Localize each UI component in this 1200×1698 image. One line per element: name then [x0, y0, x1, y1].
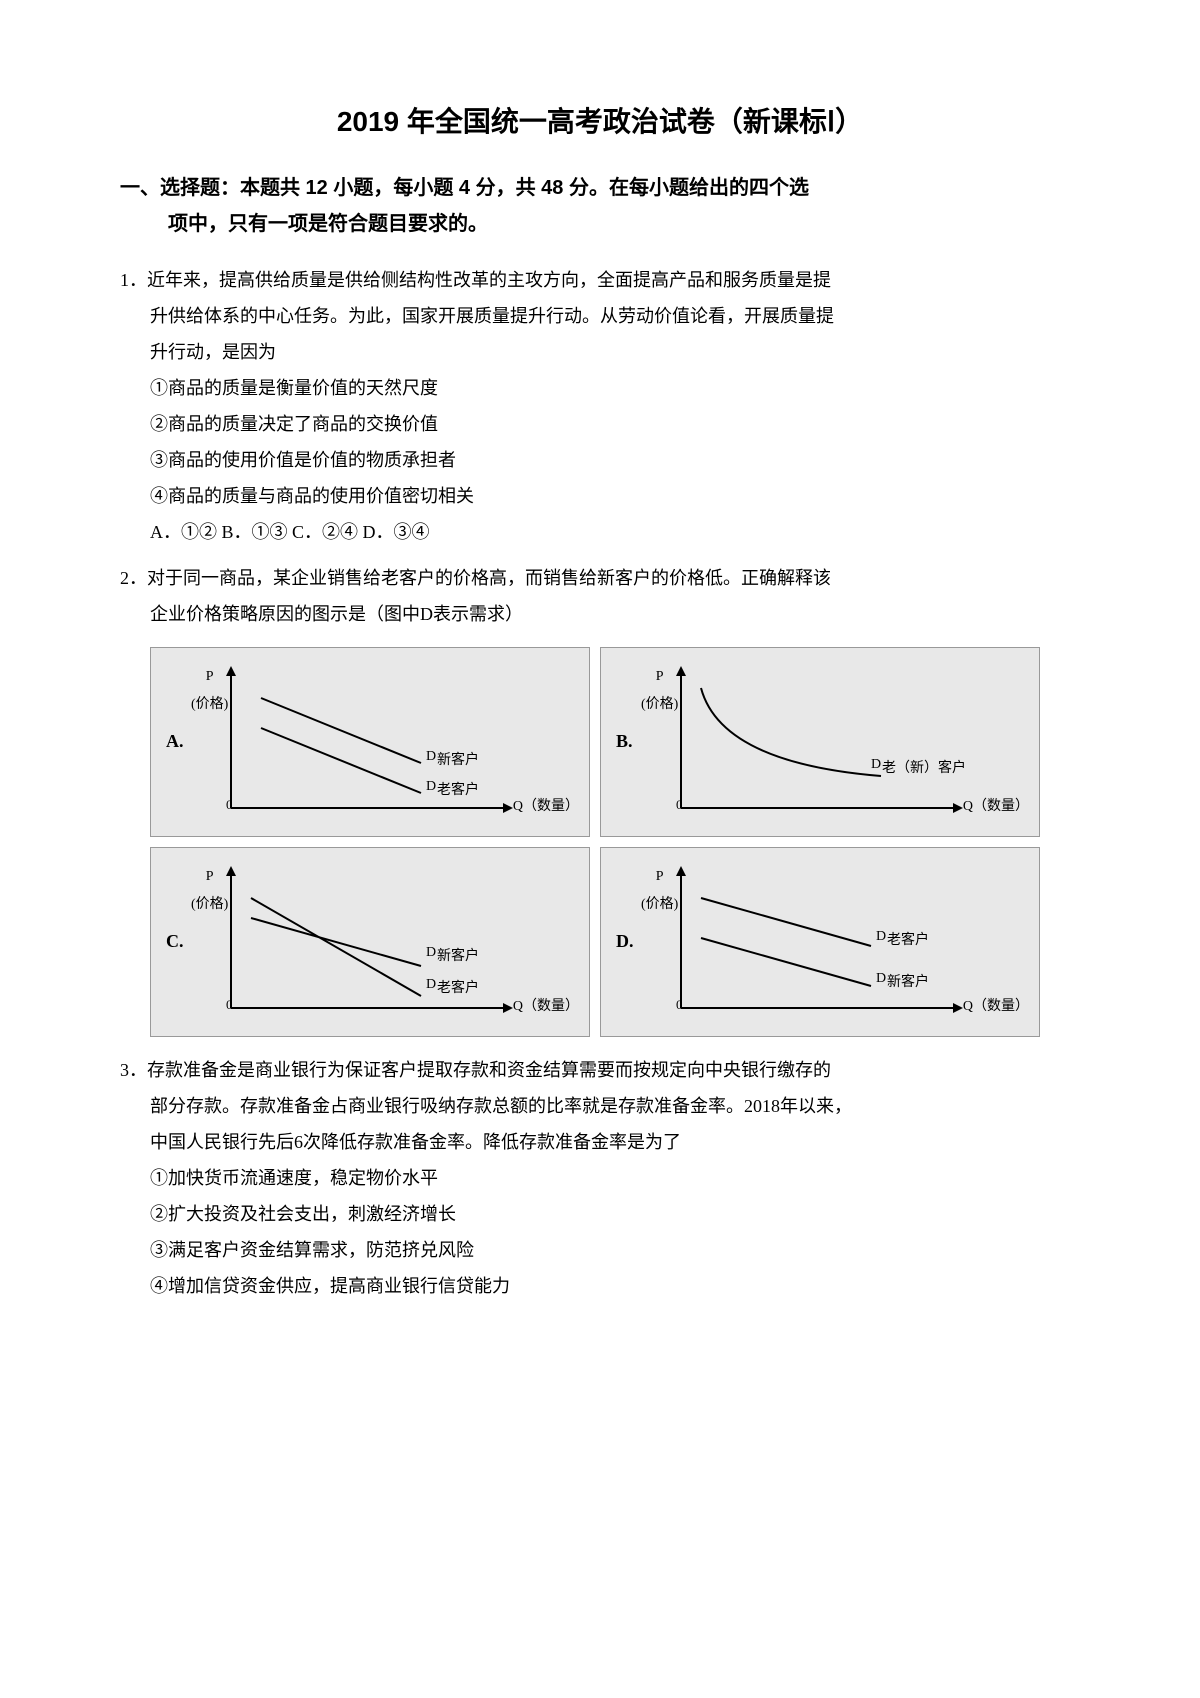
svg-text:D: D	[871, 757, 881, 772]
q2-stem-line2: 企业价格策略原因的图示是（图中D表示需求）	[120, 596, 1080, 632]
q2-number: 2．	[120, 568, 147, 588]
q3-opt3: ③满足客户资金结算需求，防范挤兑风险	[120, 1232, 1080, 1268]
chart-C-svg: D新客户 D老客户	[231, 868, 551, 1008]
svg-text:D: D	[426, 749, 436, 764]
q3-opt4: ④增加信贷资金供应，提高商业银行信贷能力	[120, 1268, 1080, 1304]
chart-A-option-label: A.	[166, 723, 184, 759]
chart-B-svg: D老（新）客户	[681, 668, 1001, 808]
q1-stem-line2: 升供给体系的中心任务。为此，国家开展质量提升行动。从劳动价值论看，开展质量提	[120, 298, 1080, 334]
section-header-line2: 项中，只有一项是符合题目要求的。	[120, 206, 1080, 242]
svg-text:新客户: 新客户	[887, 973, 929, 990]
chart-B-ylabel: P(价格)	[641, 663, 678, 719]
svg-text:老（新）客户: 老（新）客户	[882, 759, 966, 776]
svg-text:D: D	[426, 945, 436, 960]
svg-text:D: D	[876, 971, 886, 986]
chart-C-ylabel: P(价格)	[191, 863, 228, 919]
svg-text:老客户: 老客户	[887, 931, 929, 948]
question-2: 2．对于同一商品，某企业销售给老客户的价格高，而销售给新客户的价格低。正确解释该…	[120, 560, 1080, 1037]
q3-number: 3．	[120, 1060, 147, 1080]
q3-opt2: ②扩大投资及社会支出，刺激经济增长	[120, 1196, 1080, 1232]
q1-opt4: ④商品的质量与商品的使用价值密切相关	[120, 478, 1080, 514]
q3-stem-line3: 中国人民银行先后6次降低存款准备金率。降低存款准备金率是为了	[120, 1124, 1080, 1160]
svg-text:D: D	[426, 977, 436, 992]
q3-stem: 3．存款准备金是商业银行为保证客户提取存款和资金结算需要而按规定向中央银行缴存的	[120, 1052, 1080, 1088]
q3-opt1: ①加快货币流通速度，稳定物价水平	[120, 1160, 1080, 1196]
chart-A-ylabel: P(价格)	[191, 663, 228, 719]
q2-stem: 2．对于同一商品，某企业销售给老客户的价格高，而销售给新客户的价格低。正确解释该	[120, 560, 1080, 596]
q1-stem: 1．近年来，提高供给质量是供给侧结构性改革的主攻方向，全面提高产品和服务质量是提	[120, 262, 1080, 298]
q1-opt2: ②商品的质量决定了商品的交换价值	[120, 406, 1080, 442]
svg-text:新客户: 新客户	[437, 947, 479, 964]
section-header: 一、选择题：本题共 12 小题，每小题 4 分，共 48 分。在每小题给出的四个…	[120, 170, 1080, 242]
svg-text:D: D	[426, 779, 436, 794]
q3-stem-line2: 部分存款。存款准备金占商业银行吸纳存款总额的比率就是存款准备金率。2018年以来…	[120, 1088, 1080, 1124]
section-header-line1: 一、选择题：本题共 12 小题，每小题 4 分，共 48 分。在每小题给出的四个…	[120, 170, 1080, 206]
q2-chart-A: A. P(价格) 0 Q（数量） D新客户 D老客户	[150, 647, 590, 837]
q1-number: 1．	[120, 270, 147, 290]
q3-stem-line1: 存款准备金是商业银行为保证客户提取存款和资金结算需要而按规定向中央银行缴存的	[147, 1060, 831, 1080]
svg-text:D: D	[876, 929, 886, 944]
q2-stem-line1: 对于同一商品，某企业销售给老客户的价格高，而销售给新客户的价格低。正确解释该	[147, 568, 831, 588]
chart-D-ylabel: P(价格)	[641, 863, 678, 919]
chart-A-svg: D新客户 D老客户	[231, 668, 551, 808]
q1-choices: A．①② B．①③ C．②④ D．③④	[120, 514, 1080, 550]
question-3: 3．存款准备金是商业银行为保证客户提取存款和资金结算需要而按规定向中央银行缴存的…	[120, 1052, 1080, 1304]
svg-text:老客户: 老客户	[437, 781, 479, 798]
q2-chart-B: B. P(价格) 0 Q（数量） D老（新）客户	[600, 647, 1040, 837]
chart-D-option-label: D.	[616, 923, 634, 959]
svg-text:新客户: 新客户	[437, 751, 479, 768]
q2-chart-C: C. P(价格) 0 Q（数量） D新客户 D老客户	[150, 847, 590, 1037]
exam-title: 2019 年全国统一高考政治试卷（新课标Ⅰ）	[120, 100, 1080, 140]
q1-stem-line3: 升行动，是因为	[120, 334, 1080, 370]
chart-B-option-label: B.	[616, 723, 633, 759]
question-1: 1．近年来，提高供给质量是供给侧结构性改革的主攻方向，全面提高产品和服务质量是提…	[120, 262, 1080, 550]
chart-D-svg: D老客户 D新客户	[681, 868, 1001, 1008]
q2-chart-D: D. P(价格) 0 Q（数量） D老客户 D新客户	[600, 847, 1040, 1037]
q1-opt3: ③商品的使用价值是价值的物质承担者	[120, 442, 1080, 478]
chart-C-option-label: C.	[166, 923, 184, 959]
svg-text:老客户: 老客户	[437, 979, 479, 996]
q1-stem-line1: 近年来，提高供给质量是供给侧结构性改革的主攻方向，全面提高产品和服务质量是提	[147, 270, 831, 290]
q2-chart-container: A. P(价格) 0 Q（数量） D新客户 D老客户 B. P(价格) 0 Q（…	[120, 647, 1080, 1037]
q1-opt1: ①商品的质量是衡量价值的天然尺度	[120, 370, 1080, 406]
